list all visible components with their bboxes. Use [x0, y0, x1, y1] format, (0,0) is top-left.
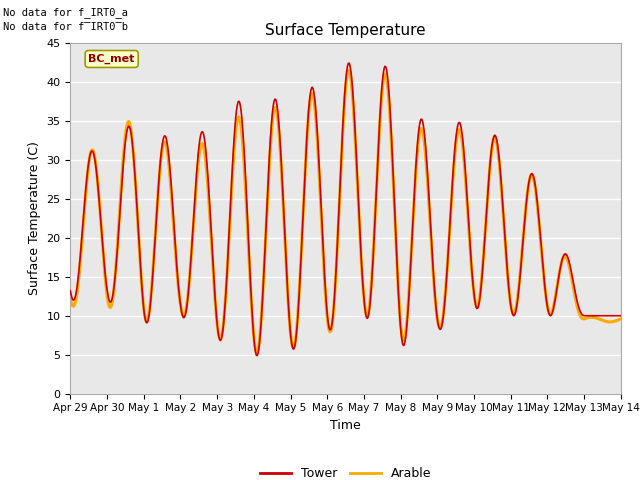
Legend: Tower, Arable: Tower, Arable — [255, 462, 436, 480]
Text: No data for f̅IRT0̅b: No data for f̅IRT0̅b — [3, 22, 128, 32]
Y-axis label: Surface Temperature (C): Surface Temperature (C) — [28, 142, 41, 295]
Title: Surface Temperature: Surface Temperature — [266, 23, 426, 38]
Text: BC_met: BC_met — [88, 54, 135, 64]
X-axis label: Time: Time — [330, 419, 361, 432]
Text: No data for f_IRT0_a: No data for f_IRT0_a — [3, 7, 128, 18]
